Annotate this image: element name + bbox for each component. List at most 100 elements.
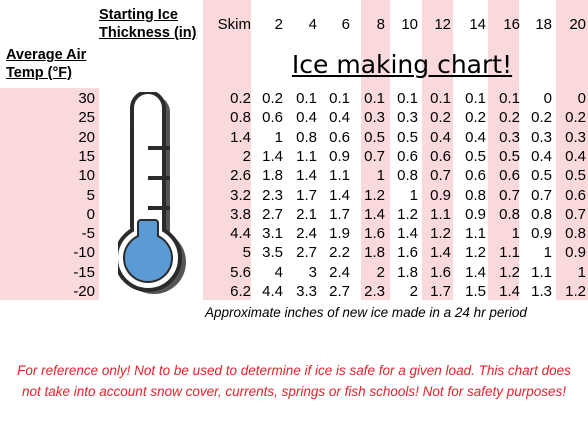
table-cell: 0.5 <box>531 167 552 185</box>
table-cell: 1 <box>274 128 283 146</box>
column-header: 12 <box>434 16 451 33</box>
column-header: 18 <box>535 16 552 33</box>
table-cell: 0.6 <box>430 147 451 165</box>
table-cell: 0.2 <box>262 90 283 107</box>
row-temp-label: 0 <box>86 205 95 223</box>
table-cell: 1.4 <box>329 186 350 204</box>
table-cell: 0.4 <box>296 109 317 127</box>
highlight-column-20 <box>556 0 588 300</box>
table-cell: 0.6 <box>262 109 283 127</box>
table-cell: 0.6 <box>565 186 586 204</box>
table-cell: 0.2 <box>430 109 451 127</box>
table-cell: 2.7 <box>262 205 283 223</box>
highlight-column-12 <box>422 0 453 300</box>
chart-note: Approximate inches of new ice made in a … <box>205 305 527 320</box>
table-cell: 1.1 <box>296 147 317 165</box>
row-temp-label: 25 <box>78 109 95 127</box>
table-cell: 0.3 <box>565 128 586 146</box>
table-cell: 1.7 <box>329 205 350 223</box>
table-cell: 1.1 <box>329 167 350 185</box>
table-cell: 1.4 <box>364 205 385 223</box>
table-cell: 1.6 <box>397 244 418 262</box>
column-header: 2 <box>274 16 283 33</box>
table-cell: 0.5 <box>465 147 486 165</box>
table-cell: 2.7 <box>296 244 317 262</box>
table-cell: 1.4 <box>465 263 486 281</box>
table-cell: 0.2 <box>531 109 552 127</box>
table-cell: 5 <box>242 244 251 262</box>
table-cell: 0.1 <box>329 90 350 107</box>
table-cell: 0.5 <box>565 167 586 185</box>
table-cell: 0.8 <box>465 186 486 204</box>
column-header: 10 <box>401 16 418 33</box>
table-cell: 2 <box>242 147 251 165</box>
table-cell: 3 <box>308 263 317 281</box>
row-temp-label: 15 <box>78 147 95 165</box>
table-cell: 1.6 <box>430 263 451 281</box>
table-cell: 0.9 <box>430 186 451 204</box>
table-cell: 1.2 <box>465 244 486 262</box>
table-cell: 1.2 <box>397 205 418 223</box>
column-header: 4 <box>308 16 317 33</box>
row-temp-label: 20 <box>78 128 95 146</box>
table-cell: 0.9 <box>531 225 552 243</box>
table-cell: 0.8 <box>565 225 586 243</box>
highlight-column-skim <box>203 0 251 300</box>
row-temp-label: 5 <box>86 186 95 204</box>
table-cell: 0.4 <box>465 128 486 146</box>
table-cell: 6.2 <box>230 283 251 300</box>
table-cell: 1.8 <box>364 244 385 262</box>
table-cell: 0.4 <box>430 128 451 146</box>
table-cell: 1.4 <box>499 283 520 300</box>
table-cell: 0 <box>577 90 586 107</box>
table-cell: 2.7 <box>329 283 350 300</box>
column-header: 14 <box>469 16 486 33</box>
table-cell: 1.4 <box>430 244 451 262</box>
table-cell: 0.5 <box>499 147 520 165</box>
row-temp-label: -5 <box>81 225 95 243</box>
table-cell: 2.3 <box>364 283 385 300</box>
table-cell: 0.3 <box>499 128 520 146</box>
highlight-column-8 <box>361 0 390 300</box>
table-cell: 5.6 <box>230 263 251 281</box>
row-temp-label: 30 <box>78 90 95 107</box>
table-cell: 0.3 <box>397 109 418 127</box>
table-cell: 1.4 <box>296 167 317 185</box>
table-cell: 1.7 <box>296 186 317 204</box>
table-cell: 1.1 <box>531 263 552 281</box>
table-cell: 1.8 <box>397 263 418 281</box>
table-cell: 2.4 <box>296 225 317 243</box>
table-cell: 1 <box>577 263 586 281</box>
table-cell: 0.6 <box>465 167 486 185</box>
table-cell: 0.9 <box>329 147 350 165</box>
table-cell: 0.5 <box>397 128 418 146</box>
table-cell: 1 <box>543 244 552 262</box>
table-cell: 0.9 <box>465 205 486 223</box>
table-cell: 1.3 <box>531 283 552 300</box>
safety-disclaimer: For reference only! Not to be used to de… <box>17 363 571 399</box>
table-cell: 0.7 <box>364 147 385 165</box>
table-cell: 1.4 <box>230 128 251 146</box>
table-cell: 1.4 <box>262 147 283 165</box>
table-cell: 0.1 <box>296 90 317 107</box>
table-cell: 0.3 <box>531 128 552 146</box>
column-header: 8 <box>376 16 385 33</box>
table-cell: 0.4 <box>329 109 350 127</box>
table-cell: 0.8 <box>531 205 552 223</box>
table-cell: 0.3 <box>364 109 385 127</box>
table-cell: 0.2 <box>565 109 586 127</box>
table-cell: 1.2 <box>565 283 586 300</box>
highlight-row-labels <box>0 88 99 300</box>
table-cell: 0.4 <box>565 147 586 165</box>
table-cell: 1.5 <box>465 283 486 300</box>
table-cell: 0.7 <box>430 167 451 185</box>
table-cell: 1.6 <box>364 225 385 243</box>
column-header: 20 <box>569 16 586 33</box>
table-cell: 0.7 <box>531 186 552 204</box>
table-cell: 0.4 <box>531 147 552 165</box>
thickness-header: Starting Ice Thickness (in) <box>99 7 197 41</box>
table-cell: 0.7 <box>499 186 520 204</box>
table-cell: 0.6 <box>397 147 418 165</box>
table-cell: 0.9 <box>565 244 586 262</box>
